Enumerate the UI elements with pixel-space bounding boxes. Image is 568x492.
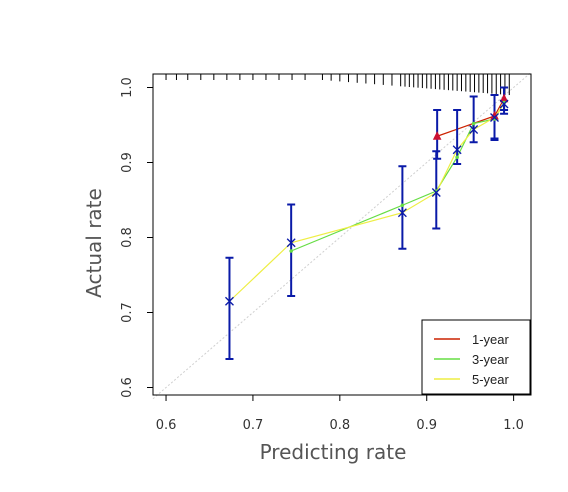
legend: 1-year 3-year 5-year <box>421 319 531 395</box>
series-line-3-year <box>290 102 505 252</box>
y-axis-title: Actual rate <box>82 188 106 298</box>
y-tick-label: 0.6 <box>120 377 135 398</box>
data-point-5-year <box>225 296 234 306</box>
legend-label-5-year: 5-year <box>472 372 510 387</box>
data-point-3-year <box>400 203 405 208</box>
x-tick-label: 0.7 <box>243 418 264 433</box>
data-point-5-year <box>469 125 479 134</box>
axes: 0.6 0.7 0.8 0.9 1.0 0.6 0.7 0.8 0.9 1.0 <box>120 73 532 433</box>
data-markers <box>225 93 509 306</box>
reference-line <box>152 72 532 400</box>
x-tick-label: 0.8 <box>329 418 350 433</box>
plot-frame <box>152 73 532 396</box>
reference-diagonal <box>152 72 532 400</box>
data-point-3-year <box>471 121 476 126</box>
y-tick-label: 0.9 <box>120 152 135 173</box>
x-axis-title: Predicting rate <box>260 440 407 464</box>
x-tick-label: 0.6 <box>156 418 177 433</box>
series-lines <box>229 98 505 302</box>
data-point-3-year <box>289 249 293 253</box>
legend-label-3-year: 3-year <box>472 352 510 367</box>
data-point-3-year <box>455 155 459 160</box>
data-point-5-year <box>431 188 441 197</box>
data-point-1-year <box>432 131 442 140</box>
series-line-5-year <box>229 103 505 302</box>
data-point-5-year <box>452 145 462 155</box>
data-point-5-year <box>490 113 499 122</box>
legend-label-1-year: 1-year <box>472 332 510 347</box>
y-tick-label: 1.0 <box>120 77 135 98</box>
y-tick-label: 0.7 <box>120 302 135 323</box>
data-point-5-year <box>397 208 407 218</box>
data-point-5-year <box>499 99 509 109</box>
x-tick-label: 1.0 <box>503 418 524 433</box>
legend-box <box>421 319 531 395</box>
x-tick-label: 0.9 <box>416 418 437 433</box>
data-point-5-year <box>286 238 296 248</box>
rug-marks <box>152 74 510 96</box>
y-tick-label: 0.8 <box>120 227 135 248</box>
